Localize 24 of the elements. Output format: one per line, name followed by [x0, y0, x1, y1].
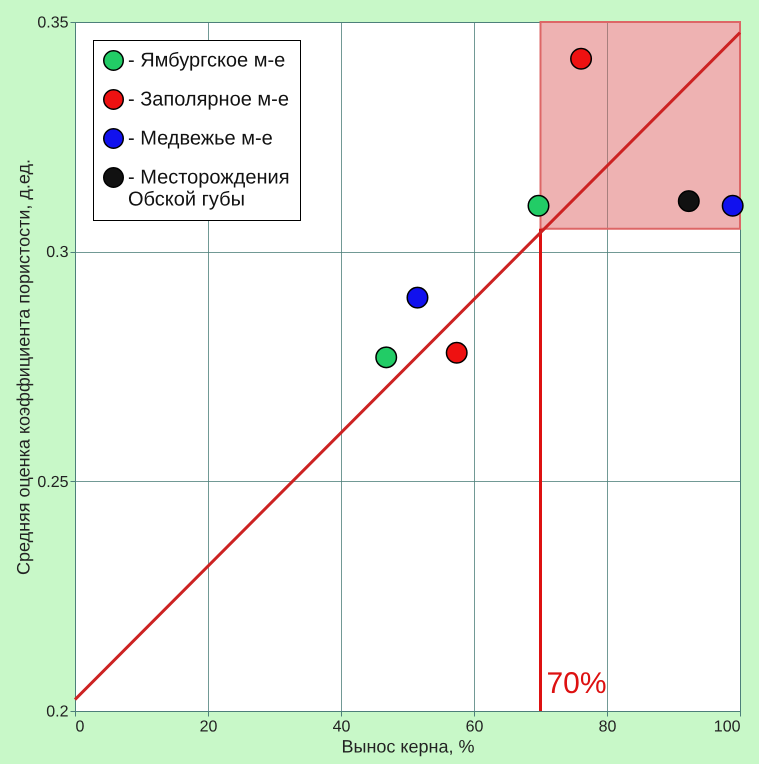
point: [722, 194, 744, 217]
legend-label: - Ямбургское м-е: [128, 50, 286, 72]
point: [406, 286, 428, 309]
y-tick-label: 0.25: [37, 474, 69, 491]
y-axis-title: Средняя оценка коэффициента пористости, д.ед.: [13, 158, 34, 576]
ref-line-label: 70%: [546, 667, 607, 700]
legend-label: - Медвежье м-е: [128, 128, 273, 150]
x-tick-label: 100: [714, 718, 741, 736]
x-tick-label: 0: [76, 718, 84, 736]
x-tick-label: 80: [598, 718, 616, 736]
y-tick-label: 0.35: [37, 14, 69, 32]
x-axis-title: Вынос керна, %: [342, 736, 474, 756]
point: [528, 194, 550, 217]
point: [375, 346, 398, 368]
x-tick-label: 60: [466, 718, 484, 736]
y-tick-label: 0.2: [46, 704, 69, 720]
point: [570, 48, 592, 70]
x-tick-label: 40: [332, 718, 350, 736]
x-tick-label: 20: [200, 718, 218, 736]
y-tick-label: 0.3: [46, 244, 69, 262]
point: [678, 190, 700, 212]
legend-label: - Месторождения Обской губы: [128, 166, 290, 210]
point: [446, 342, 468, 364]
legend-label: - Заполярное м-е: [128, 88, 289, 110]
